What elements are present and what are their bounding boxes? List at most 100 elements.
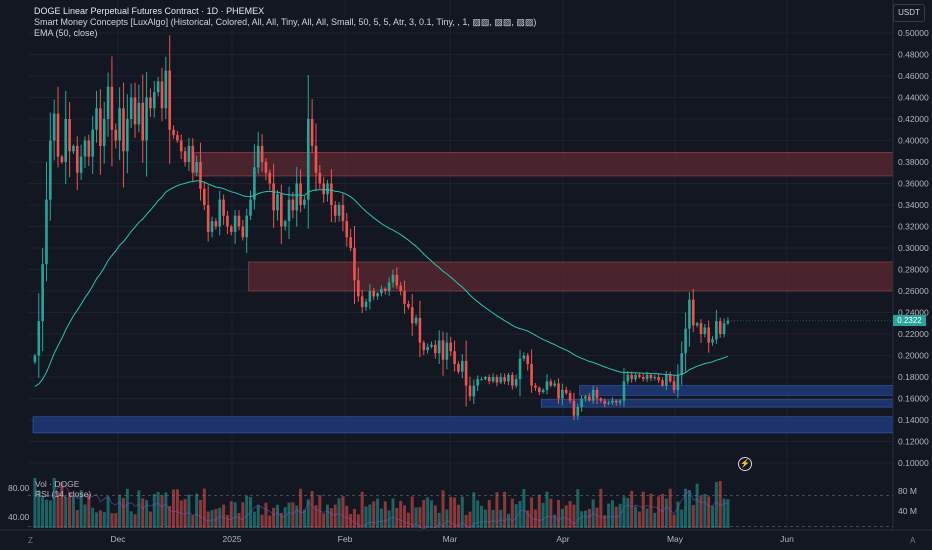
sub-pane-legend: Vol · DOGE RSI (14, close) <box>35 479 91 499</box>
candle-body <box>314 145 318 173</box>
auto-scale-label[interactable]: A <box>910 536 916 545</box>
candle-body <box>179 140 183 152</box>
volume-label[interactable]: Vol · DOGE <box>35 479 80 489</box>
volume-bar <box>218 507 222 528</box>
candle-body <box>322 183 325 195</box>
candle-body <box>514 379 518 386</box>
price-tick-label: 0.34000 <box>898 200 929 210</box>
candle-body <box>310 119 314 146</box>
volume-bar <box>95 512 99 528</box>
volume-bar <box>445 509 449 528</box>
volume-bar <box>279 512 283 528</box>
volume-bar <box>433 505 437 528</box>
price-tick-label: 0.12000 <box>898 437 929 447</box>
candle-body <box>484 377 487 380</box>
volume-bar <box>206 511 210 528</box>
ema-line <box>34 180 729 387</box>
candle-body <box>426 346 429 351</box>
candle-body <box>541 389 545 393</box>
volume-bar <box>152 494 156 528</box>
rsi-pane <box>28 484 893 529</box>
candle-body <box>122 108 125 152</box>
candle-body <box>476 379 479 386</box>
volume-bar <box>691 504 695 528</box>
volume-bar <box>580 511 584 528</box>
timezone-corner-label[interactable]: Z <box>28 536 33 545</box>
candle-body <box>614 400 618 403</box>
price-tick-label: 0.46000 <box>898 71 929 81</box>
candle-body <box>106 86 110 119</box>
candle-body <box>526 355 530 365</box>
candle-body <box>87 140 91 157</box>
candle-body <box>357 280 360 297</box>
candle-body <box>653 377 657 379</box>
volume-bar <box>318 495 322 528</box>
volume-bar <box>487 500 491 528</box>
candle-body <box>487 377 491 382</box>
candle-body <box>680 353 684 375</box>
candle-body <box>557 383 560 399</box>
candle-body <box>403 291 406 304</box>
volume-bar <box>418 507 422 528</box>
volume-bar <box>368 504 372 528</box>
volume-bar <box>114 513 118 528</box>
volume-bar <box>364 506 368 528</box>
volume-bar <box>229 501 233 528</box>
volume-bar <box>352 509 356 528</box>
ema-50-line <box>34 180 729 387</box>
symbol-title[interactable]: DOGE Linear Perpetual Futures Contract ·… <box>34 6 265 16</box>
volume-bar <box>356 514 360 528</box>
candle-body <box>715 321 718 340</box>
time-tick-label: Apr <box>556 534 569 544</box>
candle-body <box>645 374 649 380</box>
candle-body <box>68 119 71 152</box>
rsi-label[interactable]: RSI (14, close) <box>35 489 92 499</box>
candle-body <box>172 129 175 136</box>
candlesticks <box>33 35 730 421</box>
currency-button[interactable]: USDT <box>893 4 925 22</box>
volume-bar <box>360 491 364 528</box>
volume-bar <box>337 498 341 528</box>
volume-bar <box>410 496 414 528</box>
lightning-icon[interactable]: ⚡ <box>738 457 752 471</box>
candle-body <box>249 199 252 216</box>
volume-bar <box>349 513 353 528</box>
candle-body <box>453 351 456 365</box>
volume-bar <box>287 502 291 528</box>
candle-body <box>441 340 445 360</box>
candle-body <box>703 327 707 334</box>
candle-body <box>580 398 583 408</box>
candle-body <box>584 396 587 399</box>
candle-body <box>137 102 141 125</box>
candle-body <box>507 374 510 382</box>
volume-bar <box>576 489 580 528</box>
volume-bar <box>133 514 137 528</box>
candle-body <box>276 194 279 211</box>
volume-bar <box>653 512 657 528</box>
indicator-ema-label[interactable]: EMA (50, close) <box>34 28 98 38</box>
volume-bar <box>414 507 418 528</box>
price-tick-label: 0.44000 <box>898 93 929 103</box>
price-tick-label: 0.48000 <box>898 50 929 60</box>
volume-bar <box>191 515 195 528</box>
candle-body <box>83 140 87 157</box>
volume-bar <box>649 493 653 528</box>
order-block-zones <box>32 152 894 434</box>
candle-body <box>210 221 214 232</box>
indicator-smc-label[interactable]: Smart Money Concepts [LuxAlgo] (Historic… <box>34 17 537 27</box>
volume-bar <box>33 478 37 528</box>
candle-body <box>126 119 129 152</box>
price-tick-label: 0.30000 <box>898 243 929 253</box>
volume-bar <box>264 502 268 528</box>
candle-body <box>576 407 580 416</box>
volume-bar <box>483 509 487 528</box>
candle-body <box>387 282 391 291</box>
volume-bar <box>707 496 711 528</box>
volume-bar <box>302 509 306 528</box>
volume-bar <box>79 490 83 528</box>
candle-body <box>56 113 60 157</box>
volume-bar <box>599 488 603 528</box>
candle-body <box>287 199 291 222</box>
